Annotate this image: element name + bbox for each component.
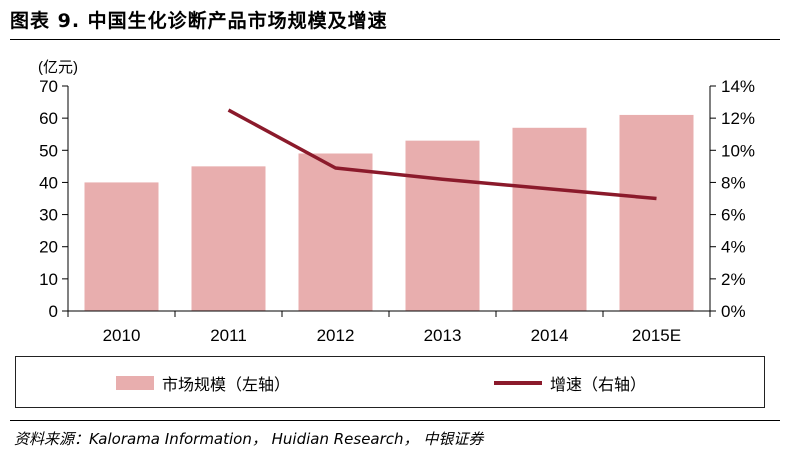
legend-item-growth: 增速（右轴） bbox=[494, 371, 646, 395]
legend-line-label: 增速（右轴） bbox=[550, 375, 647, 394]
bar-2012 bbox=[298, 153, 373, 311]
legend: 市场规模（左轴） 增速（右轴） bbox=[15, 356, 765, 408]
right-tick-label: 2% bbox=[721, 270, 746, 289]
left-tick-label: 10 bbox=[39, 270, 58, 289]
right-tick-label: 10% bbox=[721, 141, 755, 160]
source-note: 资料来源：Kalorama Information， Huidian Resea… bbox=[14, 430, 484, 448]
chart-title: 图表 9. 中国生化诊断产品市场规模及增速 bbox=[10, 10, 388, 32]
x-tick-label: 2010 bbox=[103, 326, 141, 345]
x-tick-label: 2011 bbox=[210, 326, 247, 345]
title-divider bbox=[10, 39, 780, 40]
right-tick-label: 0% bbox=[721, 302, 746, 321]
right-tick-label: 8% bbox=[721, 173, 746, 192]
title-bar: 图表 9. 中国生化诊断产品市场规模及增速 bbox=[0, 0, 794, 40]
y-axis-unit-label: (亿元) bbox=[38, 59, 78, 76]
bar-2015E bbox=[619, 114, 694, 311]
chart-svg: (亿元) 0 10 20 30 40 50 60 70 0% 2% 4% 6% 8% 10% 12% 14% 20… bbox=[38, 59, 755, 345]
left-tick-label: 60 bbox=[39, 109, 58, 128]
x-tick-label: 2013 bbox=[424, 326, 462, 345]
footer-divider bbox=[10, 420, 780, 421]
right-tick-label: 12% bbox=[721, 109, 755, 128]
plot-layer: (亿元) 0 10 20 30 40 50 60 70 0% 2% 4% 6% 8% 10% 12% 14% 20… bbox=[38, 59, 755, 345]
legend-item-market-size: 市场规模（左轴） bbox=[116, 371, 290, 395]
x-tick-label: 2012 bbox=[317, 326, 355, 345]
bar-2011 bbox=[191, 166, 266, 311]
right-tick-label: 14% bbox=[721, 77, 755, 96]
bar-2013 bbox=[405, 140, 480, 311]
bar-2014 bbox=[512, 127, 587, 312]
x-tick-label: 2014 bbox=[531, 326, 569, 345]
left-tick-label: 0 bbox=[49, 302, 58, 321]
left-tick-label: 40 bbox=[39, 173, 58, 192]
left-tick-label: 70 bbox=[39, 77, 58, 96]
left-tick-label: 20 bbox=[39, 238, 58, 257]
left-tick-label: 50 bbox=[39, 141, 58, 160]
x-tick-label: 2015E bbox=[632, 326, 681, 345]
left-tick-label: 30 bbox=[39, 206, 58, 225]
right-tick-label: 6% bbox=[721, 206, 746, 225]
legend-line-swatch bbox=[494, 381, 542, 385]
growth-line bbox=[227, 108, 657, 201]
legend-bar-label: 市场规模（左轴） bbox=[162, 375, 291, 394]
bar-2010 bbox=[84, 182, 159, 311]
right-tick-label: 4% bbox=[721, 238, 746, 257]
legend-bar-swatch bbox=[116, 376, 154, 390]
